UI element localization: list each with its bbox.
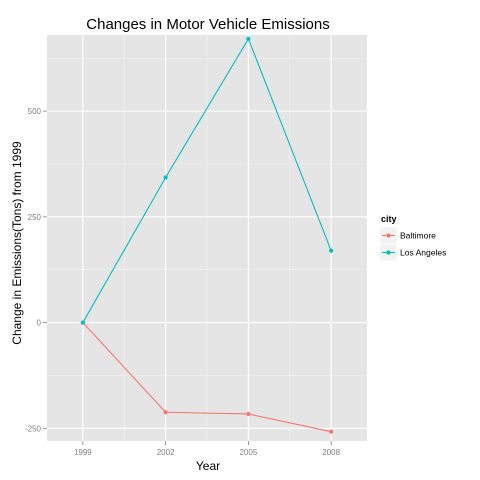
x-tick-label: 2005 [239, 448, 257, 457]
y-axis-label: Change in Emissions(Tons) from 1999 [10, 141, 24, 345]
y-tick-label: 250 [28, 213, 42, 222]
x-axis-label: Year [196, 459, 220, 473]
chart-title: Changes in Motor Vehicle Emissions [86, 16, 329, 33]
data-point-baltimore [163, 410, 168, 415]
legend-title: city [381, 214, 397, 224]
minor-gridlines [47, 35, 367, 441]
y-tick-label: 500 [28, 107, 42, 116]
y-axis-ticks: -250 0 250 500 [25, 107, 47, 433]
x-tick-label: 2002 [157, 448, 175, 457]
y-tick-label: 0 [37, 319, 42, 328]
series-line-baltimore [82, 322, 332, 433]
series-lines [82, 37, 332, 433]
data-point-los-angeles [329, 248, 334, 253]
data-point-los-angeles [163, 175, 168, 180]
legend: city Baltimore Los Angeles [379, 214, 446, 262]
series-line-los-angeles [82, 37, 332, 323]
data-point-baltimore [246, 411, 251, 417]
legend-key-point-baltimore [386, 233, 391, 238]
x-tick-label: 2008 [322, 448, 340, 457]
x-axis-ticks: 1999 2002 2005 2008 [74, 441, 341, 457]
data-point-los-angeles [246, 36, 251, 41]
series-points [80, 36, 334, 434]
legend-key-point-los-angeles [386, 250, 391, 255]
data-point-baltimore [329, 429, 334, 434]
legend-label-baltimore: Baltimore [400, 231, 436, 241]
y-tick-label: -250 [25, 424, 42, 433]
legend-label-los-angeles: Los Angeles [400, 248, 446, 258]
legend-items: Baltimore Los Angeles [379, 226, 446, 262]
x-tick-label: 1999 [74, 448, 92, 457]
data-point-los-angeles [80, 320, 85, 325]
